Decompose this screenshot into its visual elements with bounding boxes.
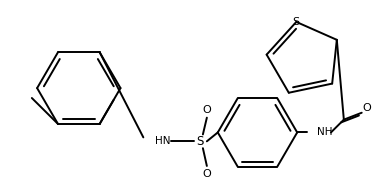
Text: O: O [362,103,371,113]
Text: S: S [293,17,300,27]
Text: O: O [202,169,211,179]
Text: HN: HN [155,136,171,146]
Text: S: S [196,135,204,148]
Text: NH: NH [317,127,333,137]
Text: O: O [202,105,211,115]
